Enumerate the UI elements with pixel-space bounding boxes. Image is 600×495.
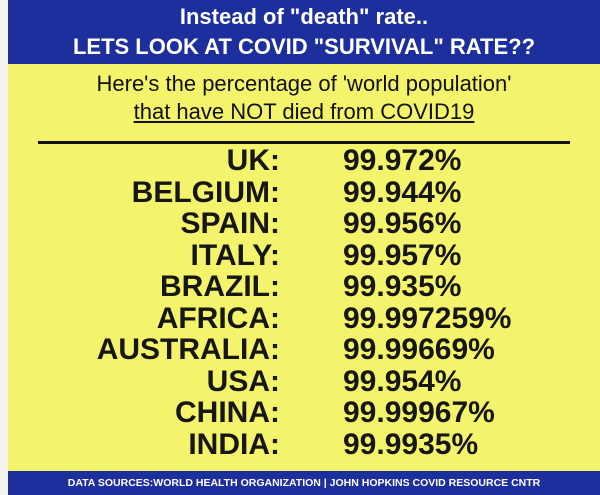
table-row: SPAIN: 99.956%	[8, 208, 600, 240]
table-row: BELGIUM: 99.944%	[8, 175, 600, 209]
table-row: CHINA: 99.99967%	[8, 397, 600, 429]
subtitle-line: Here's the percentage of 'world populati…	[96, 71, 512, 96]
table-row: UK: 99.972%	[8, 145, 600, 177]
country: BRAZIL:	[160, 270, 280, 303]
survival-rate: 99.997259%	[343, 301, 512, 335]
survival-rate: 99.972%	[343, 144, 462, 177]
header-line: LETS LOOK AT COVID "SURVIVAL" RATE??	[72, 34, 536, 59]
footer: DATA SOURCES:WORLD HEALTH ORGANIZATION |…	[8, 471, 600, 495]
table-row: AFRICA: 99.997259%	[8, 301, 600, 335]
country: UK:	[226, 144, 280, 177]
country: INDIA:	[188, 427, 280, 461]
table-row: INDIA: 99.9935%	[8, 427, 600, 461]
header-line: Instead of "death" rate..	[179, 4, 429, 29]
table: UK: 99.972% BELGIUM: 99.944% SPAIN: 99.956% IT…	[8, 145, 600, 460]
survival-rate: 99.954%	[343, 364, 462, 398]
survival-rate: 99.957%	[343, 238, 462, 272]
survival-rate: 99.99967%	[343, 396, 495, 429]
divider	[38, 141, 570, 144]
header: Instead of "death" rate.. LETS LOOK AT C…	[8, 0, 600, 64]
country: AFRICA:	[156, 301, 280, 335]
survival-rate: 99.956%	[343, 207, 462, 240]
subtitle: Here's the percentage of 'world populati…	[8, 64, 600, 126]
table-row: USA: 99.954%	[8, 364, 600, 398]
survival-rate: 99.944%	[343, 175, 462, 209]
survival-rate: 99.9935%	[343, 427, 479, 461]
country: CHINA:	[175, 396, 280, 429]
table-row: BRAZIL: 99.935%	[8, 271, 600, 303]
country: BELGIUM:	[131, 175, 280, 209]
country: AUSTRALIA:	[96, 333, 280, 366]
subtitle-line: that have NOT died from COVID19	[133, 99, 475, 124]
country: SPAIN:	[180, 207, 280, 240]
table-row: ITALY: 99.957%	[8, 238, 600, 272]
country: ITALY:	[190, 238, 280, 272]
infographic: Instead of "death" rate.. LETS LOOK AT C…	[8, 0, 600, 495]
survival-rate: 99.99669%	[343, 333, 495, 366]
table-row: AUSTRALIA: 99.99669%	[8, 334, 600, 366]
survival-rate: 99.935%	[343, 270, 462, 303]
country: USA:	[206, 364, 280, 398]
